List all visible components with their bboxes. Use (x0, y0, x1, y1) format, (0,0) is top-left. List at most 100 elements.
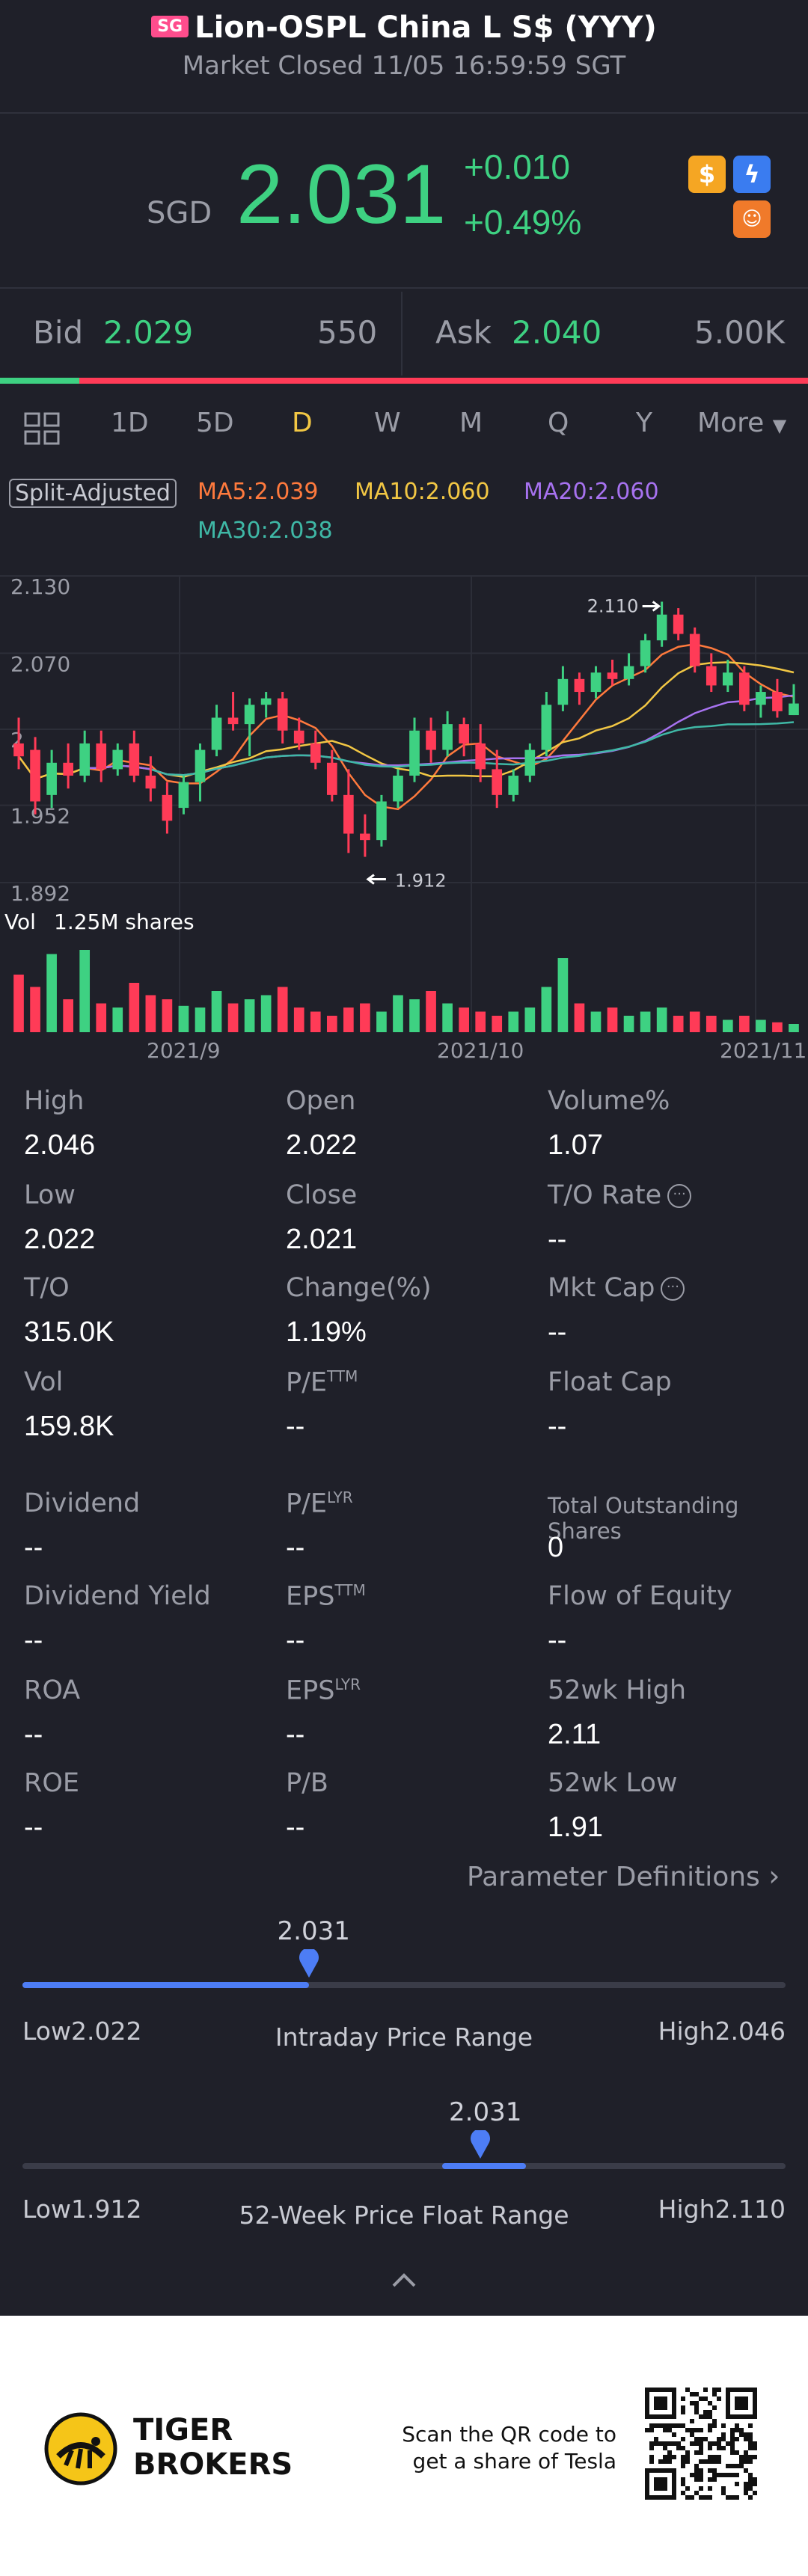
period-tabs: 1D 5D D W M Q Y More ▼ (0, 408, 808, 448)
qr-module (694, 2464, 699, 2468)
tab-y[interactable]: Y (636, 408, 652, 438)
dollar-icon[interactable]: $ (688, 156, 726, 193)
week52-range-fill (442, 2163, 527, 2169)
stat-label-pe_ttm: P/ETTM (286, 1367, 358, 1398)
qr-module (748, 2423, 753, 2428)
stat-value-foe: -- (548, 1625, 567, 1656)
stat-label-chgpct: Change(%) (286, 1273, 432, 1303)
qr-module (658, 2423, 663, 2428)
tab-d[interactable]: D (292, 408, 313, 438)
qr-module (735, 2464, 739, 2468)
qr-module (730, 2441, 735, 2446)
y-tick-label: 1.892 (10, 881, 70, 906)
layout-grid-icon[interactable] (24, 412, 60, 445)
qr-module (748, 2446, 753, 2450)
qr-module (748, 2477, 753, 2482)
qr-module (712, 2441, 717, 2446)
qr-module (685, 2495, 690, 2500)
stat-label-to: T/O (24, 1273, 70, 1303)
volume-bar (178, 1005, 189, 1032)
qr-module (735, 2423, 739, 2428)
stat-label-close: Close (286, 1180, 358, 1210)
candle-body (46, 762, 57, 795)
qr-module (654, 2437, 658, 2441)
tab-q[interactable]: Q (548, 408, 569, 438)
tab-w[interactable]: W (374, 408, 401, 438)
candle-body (13, 743, 24, 757)
bid-label: Bid (33, 314, 84, 351)
qr-module (753, 2491, 757, 2495)
qr-module (699, 2486, 703, 2491)
qr-module (712, 2392, 717, 2396)
qr-module (649, 2455, 654, 2459)
info-icon[interactable]: ··· (667, 1184, 692, 1208)
qr-module (712, 2388, 717, 2392)
volume-bar (112, 1008, 123, 1032)
qr-module (681, 2491, 685, 2495)
stat-value-eps_lyr: -- (286, 1719, 305, 1750)
candle-body (789, 703, 799, 716)
candle-body (706, 666, 717, 686)
parameter-definitions-link[interactable]: Parameter Definitions › (467, 1859, 780, 1892)
qr-module (735, 2428, 739, 2432)
volume-bar (557, 958, 569, 1032)
ma5-legend: MA5:2.039 (198, 479, 319, 505)
qr-module (744, 2437, 748, 2441)
volume-bar (162, 999, 173, 1032)
qr-module (649, 2459, 654, 2464)
volume-bar (475, 1011, 486, 1032)
ma5-line (18, 643, 795, 811)
candle-body (112, 749, 123, 770)
stat-value-high: 2.046 (24, 1129, 96, 1161)
volume-bar (492, 1016, 503, 1032)
volume-bar (689, 1011, 700, 1032)
qr-module (703, 2459, 708, 2464)
qr-module (663, 2446, 667, 2450)
qr-module (663, 2441, 667, 2446)
candle-body (459, 724, 469, 743)
qr-module (712, 2455, 717, 2459)
candle-body (227, 717, 239, 725)
qr-module (748, 2455, 753, 2459)
tab-more[interactable]: More ▼ (697, 408, 787, 438)
qr-module (712, 2405, 717, 2410)
qr-module (663, 2428, 667, 2432)
volume-bar (739, 1016, 750, 1032)
qr-module (681, 2446, 685, 2450)
chevron-up-icon[interactable] (391, 2271, 417, 2289)
info-icon[interactable]: ··· (661, 1277, 685, 1301)
stat-value-volpct: 1.07 (548, 1129, 603, 1161)
qr-module (694, 2437, 699, 2441)
tab-m[interactable]: M (459, 408, 483, 438)
qr-module (739, 2455, 744, 2459)
tab-5d[interactable]: 5D (196, 408, 234, 438)
tab-1d[interactable]: 1D (111, 408, 149, 438)
stat-value-to: 315.0K (24, 1316, 114, 1348)
stat-value-tos: 0 (548, 1532, 564, 1563)
stat-value-chgpct: 1.19% (286, 1316, 367, 1348)
qr-module (744, 2468, 748, 2473)
currency-label: SGD (147, 196, 212, 230)
stat-label-dividend: Dividend (24, 1488, 141, 1518)
qr-module (676, 2423, 681, 2428)
qr-code-icon[interactable] (645, 2388, 757, 2500)
split-adjusted-toggle[interactable]: Split-Adjusted (9, 479, 177, 508)
intraday-high: High2.046 (658, 2017, 786, 2046)
qr-module (667, 2423, 672, 2428)
qr-caption-line1: Scan the QR code to (402, 2422, 616, 2447)
qr-module (703, 2410, 708, 2414)
qr-module (694, 2405, 699, 2410)
qr-module (699, 2396, 703, 2401)
ask-price: 2.040 (512, 314, 602, 351)
qr-module (681, 2410, 685, 2414)
qr-module (735, 2495, 739, 2500)
qr-module (748, 2473, 753, 2477)
stat-value-pe_lyr: -- (286, 1532, 305, 1563)
volume-bar (541, 987, 552, 1032)
market-badge: SG (151, 15, 189, 37)
candle-body (195, 749, 206, 782)
flash-icon[interactable]: ϟ (733, 156, 771, 193)
qr-module (690, 2428, 694, 2432)
chat-icon[interactable]: ☺ (733, 200, 771, 238)
